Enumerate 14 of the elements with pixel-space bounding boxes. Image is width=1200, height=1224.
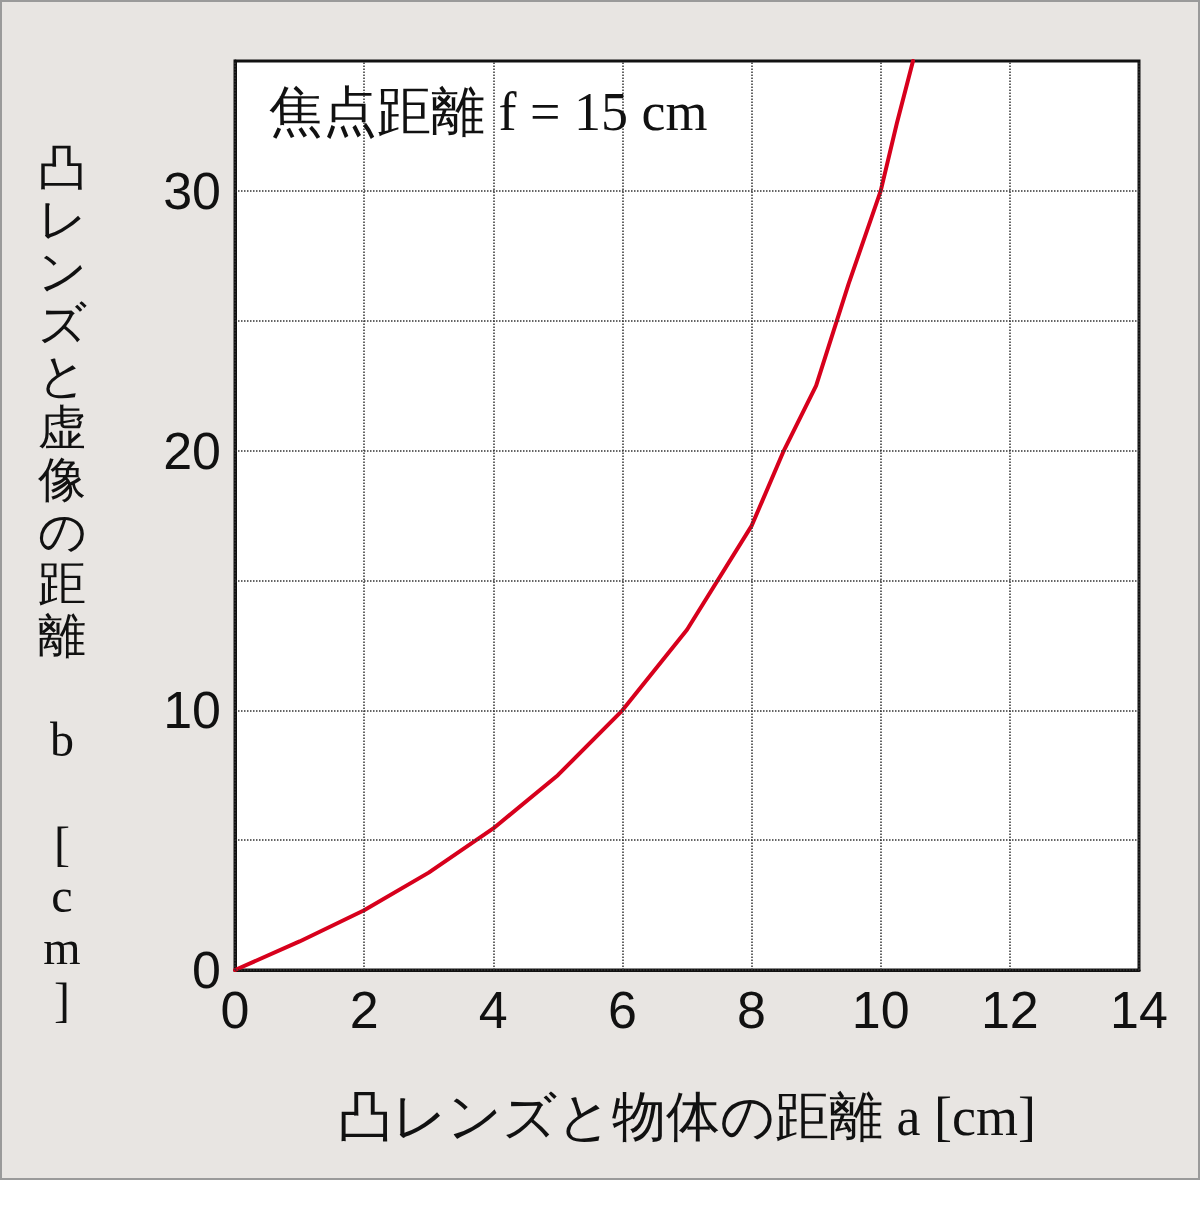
x-tick-label: 4 [478, 981, 508, 1039]
x-tick-label: 6 [607, 981, 637, 1039]
x-axis-title: 凸レンズと物体の距離 a [cm] [338, 1087, 1036, 1147]
x-tick-label: 12 [980, 981, 1039, 1039]
y-tick-label: 10 [163, 681, 221, 740]
y-tick-label: 30 [163, 161, 221, 220]
y-tick-label: 20 [163, 421, 221, 480]
x-tick-label: 10 [851, 981, 910, 1039]
x-tick-label: 2 [349, 981, 379, 1039]
x-tick-label: 14 [1110, 981, 1168, 1039]
x-tick-label: 8 [737, 981, 767, 1039]
chart-title: 焦点距離 f = 15 cm [269, 82, 708, 142]
y-tick-label: 0 [192, 941, 221, 999]
text: 凸レンズと虚像の距離 b [cm] [37, 141, 87, 1026]
